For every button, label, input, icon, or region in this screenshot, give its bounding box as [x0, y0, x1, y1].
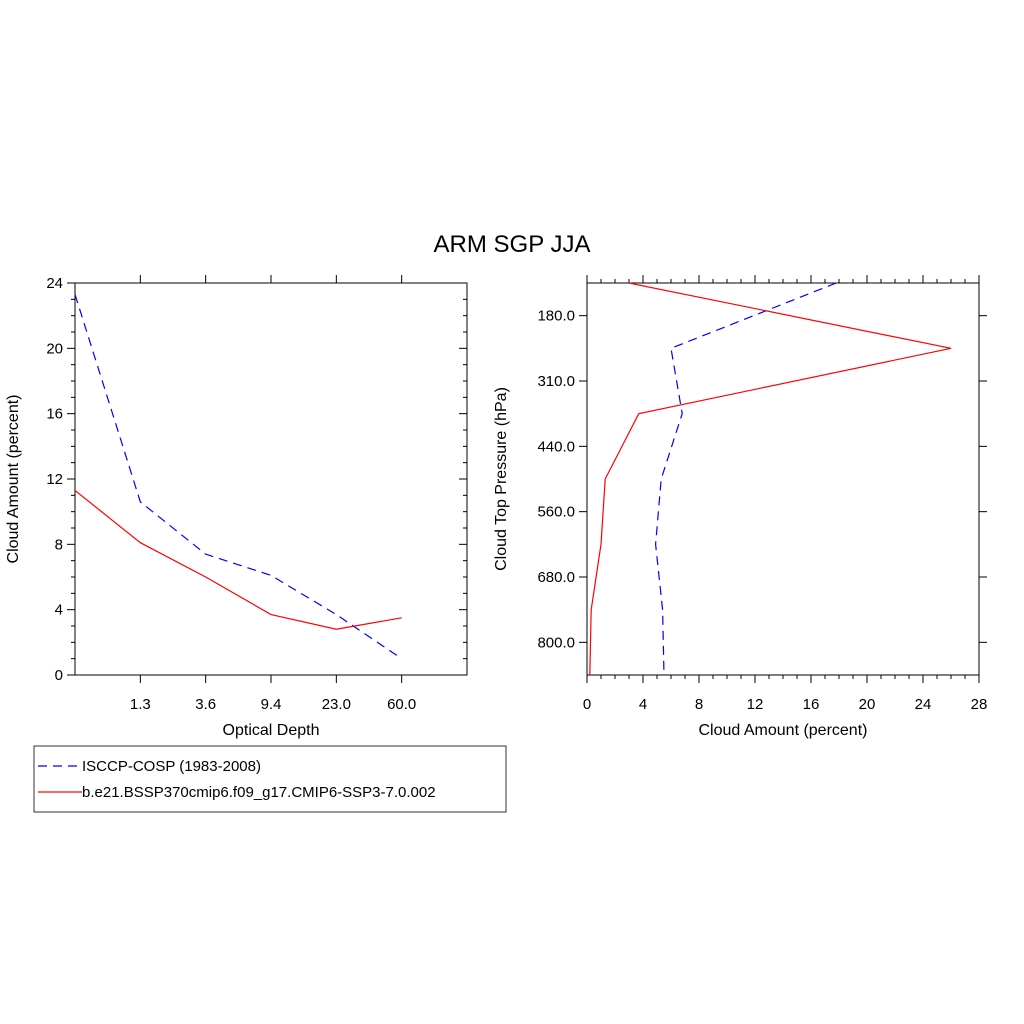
right-y-tick-label: 560.0 — [537, 504, 575, 521]
left-y-tick-label: 16 — [46, 406, 63, 423]
left-x-tick-label: 9.4 — [261, 696, 282, 713]
right-x-tick-label: 4 — [639, 696, 647, 713]
left-series — [74, 294, 403, 660]
right-y-tick-label: 800.0 — [537, 634, 575, 651]
right-x-tick-label: 0 — [583, 696, 591, 713]
left-x-tick-label: 23.0 — [322, 696, 351, 713]
left-series-model-line — [74, 489, 402, 630]
chart-title: ARM SGP JJA — [434, 231, 591, 258]
left-x-tick-label: 1.3 — [130, 696, 151, 713]
left-y-tick-label: 8 — [55, 536, 63, 553]
right-x-tick-label: 12 — [747, 696, 764, 713]
right-panel: 0 4 8 12 16 20 24 28 180.0 310.0 440.0 560.0 680.0 80… — [493, 275, 987, 739]
right-y-tick-label: 310.0 — [537, 373, 575, 390]
right-series — [589, 282, 952, 676]
right-x-tick-label: 24 — [915, 696, 932, 713]
right-y-axis-label: Cloud Top Pressure (hPa) — [493, 387, 510, 571]
right-x-tick-label: 8 — [695, 696, 703, 713]
left-y-tick-label: 24 — [46, 275, 63, 292]
left-panel: 0 4 8 12 16 20 24 1.3 3.6 9.4 23.0 60.0 Optical Dep… — [5, 275, 468, 739]
left-ticks: 0 4 8 12 16 20 24 1.3 3.6 9.4 23.0 60.0 — [46, 275, 467, 713]
right-x-tick-label: 28 — [971, 696, 988, 713]
right-ticks: 0 4 8 12 16 20 24 28 180.0 310.0 440.0 560.0 680.0 80… — [537, 275, 987, 713]
left-y-axis-label: Cloud Amount (percent) — [5, 395, 22, 564]
left-y-tick-label: 4 — [55, 602, 63, 619]
left-y-tick-label: 12 — [46, 471, 63, 488]
left-series-obs-line — [74, 294, 403, 660]
left-y-tick-label: 20 — [46, 340, 63, 357]
legend-label-model: b.e21.BSSP370cmip6.f09_g17.CMIP6-SSP3-7.… — [82, 784, 436, 801]
right-x-tick-label: 16 — [803, 696, 820, 713]
left-y-tick-label: 0 — [55, 667, 63, 684]
left-x-tick-label: 3.6 — [195, 696, 216, 713]
right-x-tick-label: 20 — [859, 696, 876, 713]
legend-label-obs: ISCCP-COSP (1983-2008) — [82, 758, 261, 775]
left-x-axis-label: Optical Depth — [223, 722, 320, 739]
legend-box — [33, 745, 507, 813]
right-y-tick-label: 440.0 — [537, 438, 575, 455]
legend: ISCCP-COSP (1983-2008) b.e21.BSSP370cmip… — [33, 745, 507, 813]
right-y-tick-label: 180.0 — [537, 308, 575, 325]
left-x-tick-label: 60.0 — [387, 696, 416, 713]
right-x-axis-label: Cloud Amount (percent) — [699, 722, 868, 739]
right-series-model-line — [589, 282, 952, 676]
left-plot-frame — [74, 282, 468, 676]
right-series-obs-line — [654, 282, 837, 676]
right-y-tick-label: 680.0 — [537, 569, 575, 586]
